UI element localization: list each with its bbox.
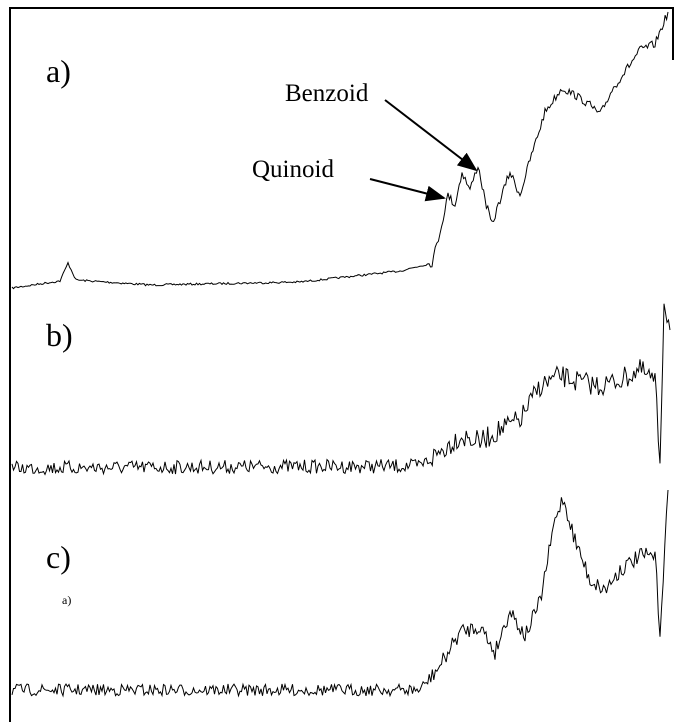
arrow xyxy=(384,99,478,172)
frame xyxy=(9,7,674,722)
panel-label: a) xyxy=(46,53,71,89)
panel-label: c) xyxy=(46,539,71,575)
panel-label: b) xyxy=(46,317,73,353)
spectrum-trace xyxy=(11,303,671,476)
spectrum-trace xyxy=(11,489,669,698)
panel-sublabel: a) xyxy=(62,593,71,607)
annotation: Benzoid xyxy=(285,80,369,107)
arrow xyxy=(369,178,446,202)
spectrum-trace xyxy=(11,11,669,290)
annotation: Quinoid xyxy=(252,156,334,183)
